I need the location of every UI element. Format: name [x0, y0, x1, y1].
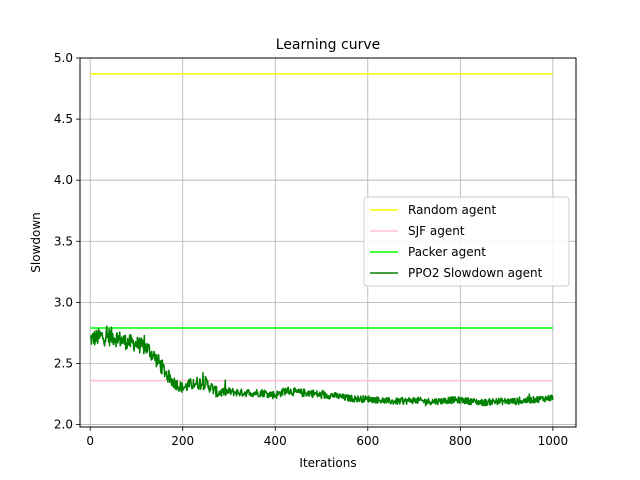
y-tick-label: 3.5 [54, 234, 73, 248]
x-axis-label: Iterations [299, 456, 356, 470]
plot-frame [79, 57, 577, 428]
legend-label-ppo2-slowdown-agent: PPO2 Slowdown agent [408, 266, 543, 280]
x-tick-label: 600 [356, 434, 379, 448]
y-tick-label: 2.0 [54, 418, 73, 432]
x-tick-label: 400 [264, 434, 287, 448]
x-tick-label: 0 [86, 434, 94, 448]
y-tick-label: 4.0 [54, 173, 73, 187]
legend-box [363, 196, 570, 287]
legend-label-sjf-agent: SJF agent [408, 224, 465, 238]
ticks: 0 200 400 600 800 1000 2.0 2.5 3.0 3.5 4.0 4.5 5.0 [54, 51, 568, 448]
x-tick-label: 200 [171, 434, 194, 448]
y-tick-label: 3.0 [54, 295, 73, 309]
legend: Random agent SJF agent Packer agent PPO2 Sl… [363, 196, 570, 287]
series-line-ppo2-slowdown-agent [89, 325, 554, 407]
legend-label-random-agent: Random agent [408, 203, 496, 217]
x-tick-label: 800 [449, 434, 472, 448]
y-tick-label: 2.5 [54, 356, 73, 370]
y-tick-label: 5.0 [54, 51, 73, 65]
y-tick-label: 4.5 [54, 112, 73, 126]
legend-label-packer-agent: Packer agent [408, 245, 486, 259]
series-layer [89, 73, 554, 407]
chart-title: Learning curve [276, 37, 380, 53]
y-axis-label: Slowdown [29, 212, 43, 273]
x-tick-label: 1000 [538, 434, 569, 448]
